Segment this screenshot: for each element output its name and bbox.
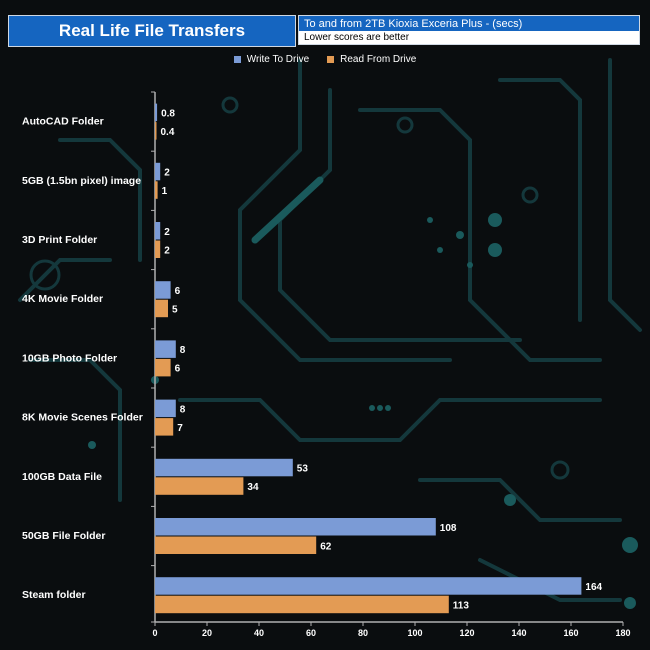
value-label-write: 0.8 [161,108,175,119]
category-label: 5GB (1.5bn pixel) image [22,175,141,187]
value-label-write: 108 [440,523,457,534]
value-label-read: 113 [453,600,470,611]
legend-item-write: Write To Drive [233,54,310,65]
legend-label-read: Read From Drive [340,54,417,65]
bar-read [155,477,244,495]
value-label-write: 53 [297,464,309,475]
bar-write [155,340,176,358]
category-label: 8K Movie Scenes Folder [22,412,143,424]
bar-write [155,577,582,595]
bar-read [155,418,174,436]
value-label-write: 8 [180,345,186,356]
bar-read [155,240,161,258]
bar-write [155,518,436,536]
legend: Write To Drive Read From Drive [0,54,650,65]
chart-title: Real Life File Transfers [8,15,296,47]
category-label: Steam folder [22,589,86,601]
category-label: 100GB Data File [22,471,102,483]
value-label-write: 6 [175,286,181,297]
x-tick-label: 120 [459,628,474,638]
legend-swatch-read [327,56,335,63]
value-label-read: 6 [175,364,181,375]
category-label: 10GB Photo Folder [22,352,117,364]
value-label-read: 34 [247,482,259,493]
x-tick-label: 20 [202,628,212,638]
x-tick-label: 100 [407,628,422,638]
value-label-read: 7 [177,423,183,434]
chart-note: Lower scores are better [298,31,640,45]
value-label-write: 8 [180,404,186,415]
bar-write [155,281,171,299]
bar-write [155,399,176,418]
category-label: 4K Movie Folder [22,293,103,305]
bar-read [155,358,171,377]
chart-subtitle: To and from 2TB Kioxia Exceria Plus - (s… [298,15,640,31]
x-tick-label: 180 [615,628,630,638]
x-tick-label: 0 [152,628,157,638]
category-label: AutoCAD Folder [22,116,104,128]
value-label-read: 62 [320,541,332,552]
bar-read [155,122,157,140]
category-label: 50GB File Folder [22,530,105,542]
value-label-write: 2 [164,168,170,179]
bar-write [155,222,161,240]
legend-label-write: Write To Drive [246,54,310,65]
value-label-read: 5 [172,304,178,315]
category-label: 3D Print Folder [22,234,97,246]
value-label-write: 2 [164,227,170,238]
bar-write [155,103,158,122]
legend-item-read: Read From Drive [327,54,416,65]
x-tick-label: 80 [358,628,368,638]
value-label-read: 2 [164,245,170,256]
bar-read [155,595,449,614]
bar-read [155,181,158,199]
value-label-read: 0.4 [161,127,175,138]
bar-read [155,536,317,554]
bar-write [155,458,293,477]
bar-read [155,299,168,318]
value-label-write: 164 [585,582,602,593]
legend-swatch-write [233,56,241,63]
value-label-read: 1 [162,186,168,197]
x-tick-label: 40 [254,628,264,638]
bar-write [155,162,161,181]
x-tick-label: 140 [511,628,526,638]
x-tick-label: 160 [563,628,578,638]
x-tick-label: 60 [306,628,316,638]
